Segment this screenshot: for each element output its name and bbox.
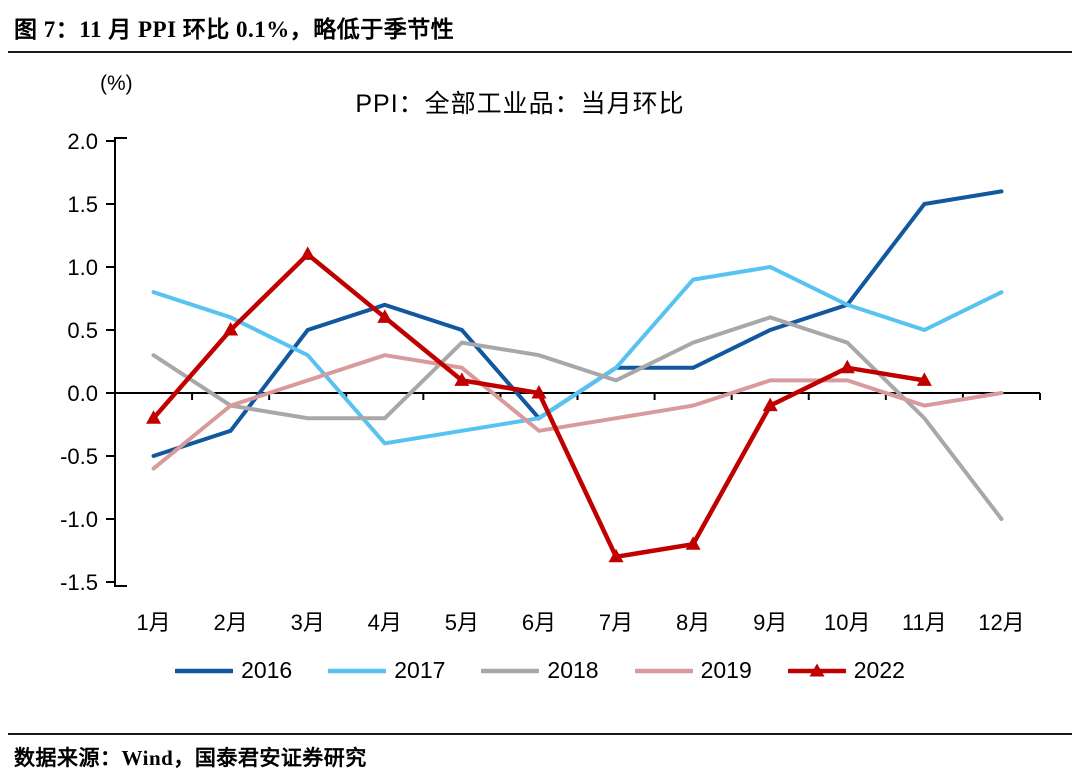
series-line-2018 xyxy=(151,315,1004,521)
x-axis-tick-label: 11月 xyxy=(902,610,947,635)
series-line-2022 xyxy=(151,251,927,560)
legend-label: 2018 xyxy=(547,657,599,683)
legend-swatch-2022 xyxy=(787,663,846,676)
legend-triangle-marker-icon xyxy=(809,663,825,676)
data-source: 数据来源：Wind，国泰君安证券研究 xyxy=(14,746,367,770)
legend-swatch-2017 xyxy=(328,668,387,673)
legend-label: 2019 xyxy=(700,657,752,683)
y-axis-tick-label: -1.0 xyxy=(60,507,98,532)
legend-swatch-2018 xyxy=(481,668,540,673)
x-axis-tick-label: 6月 xyxy=(522,610,556,635)
legend-item-2016: 2016 xyxy=(175,657,292,684)
x-axis-tick-label: 2月 xyxy=(214,610,248,635)
series-marker-2022 xyxy=(762,397,778,412)
y-axis-line xyxy=(114,137,127,587)
series-marker-2022 xyxy=(146,410,162,424)
legend-label: 2016 xyxy=(241,657,293,683)
series-marker-2022 xyxy=(608,548,624,563)
x-axis-tick-label: 10月 xyxy=(824,610,870,635)
legend-label: 2022 xyxy=(853,657,905,683)
y-axis-tick-label: -0.5 xyxy=(60,444,98,469)
chart-title: PPI：全部工业品：当月环比 xyxy=(355,90,685,118)
y-axis-tick-label: 0.0 xyxy=(67,381,98,406)
legend-item-2018: 2018 xyxy=(481,657,599,684)
series-marker-2022 xyxy=(377,309,393,323)
series-line-2017 xyxy=(151,264,1004,446)
series-marker-2022 xyxy=(300,246,316,260)
x-axis-tick-label: 5月 xyxy=(445,610,479,635)
x-axis-tick-label: 12月 xyxy=(978,610,1024,635)
legend-item-2022: 2022 xyxy=(787,657,905,684)
legend-item-2019: 2019 xyxy=(634,657,752,684)
y-axis-tick-label: 1.5 xyxy=(67,192,98,217)
legend-swatch-2019 xyxy=(634,668,693,673)
y-axis-tick-label: 0.5 xyxy=(67,318,98,343)
series-marker-2022 xyxy=(223,322,239,336)
line-chart-canvas: 2.0 1.5 1.0 0.5 0.0 -0.5 -1.0 -1.5 1月 2月 3月 4月 5月 6月 7… xyxy=(60,129,1041,635)
series-line-2019 xyxy=(151,353,1004,471)
series-marker-2022 xyxy=(531,385,547,399)
y-axis-tick-label: 2.0 xyxy=(67,129,98,154)
x-axis-tick-label: 4月 xyxy=(368,610,402,635)
x-axis-tick-label: 7月 xyxy=(599,610,633,635)
figure-title: 图 7：11 月 PPI 环比 0.1%，略低于季节性 xyxy=(14,17,455,42)
x-axis-tick-label: 8月 xyxy=(676,610,710,635)
legend-item-2017: 2017 xyxy=(328,657,445,684)
series-marker-2022 xyxy=(839,359,855,374)
title-divider xyxy=(8,51,1072,53)
legend-label: 2017 xyxy=(394,657,446,683)
y-axis-tick-label: 1.0 xyxy=(67,255,98,280)
series-marker-2022 xyxy=(454,372,470,386)
series-line-2016 xyxy=(151,189,1004,458)
chart-legend: 2016 2017 2018 2019 2022 xyxy=(0,657,1080,684)
y-axis-unit-label: (%) xyxy=(100,72,133,95)
series-marker-2022 xyxy=(685,536,701,550)
x-axis-tick-label: 9月 xyxy=(753,610,787,635)
footer-divider xyxy=(8,733,1072,735)
legend-swatch-2016 xyxy=(175,668,234,673)
x-axis-tick-label: 1月 xyxy=(136,610,170,635)
y-axis-tick-label: -1.5 xyxy=(60,570,98,595)
x-axis-tick-label: 3月 xyxy=(291,610,325,635)
series-marker-2022 xyxy=(916,372,932,386)
